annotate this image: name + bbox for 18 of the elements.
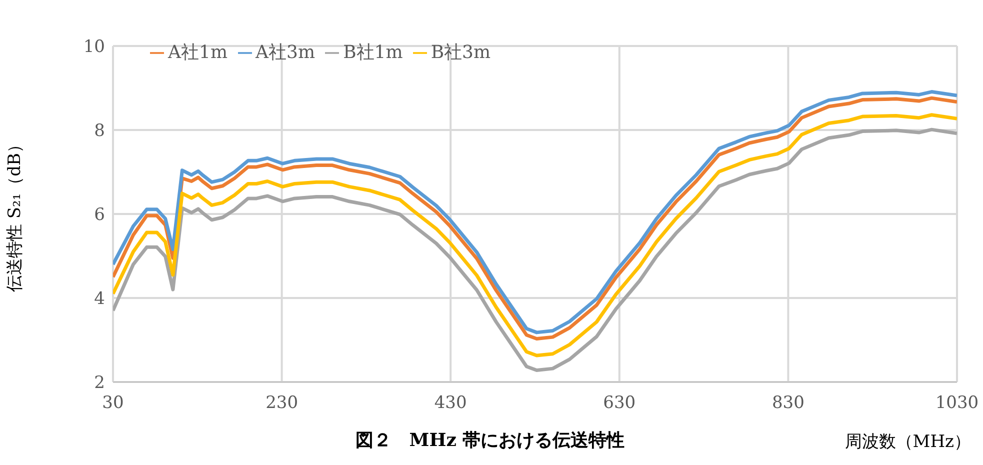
legend-label: B社3m <box>430 42 491 63</box>
legend-label: B社1m <box>343 42 403 63</box>
x-tick-label: 230 <box>266 393 298 414</box>
legend-label: A社3m <box>256 42 316 63</box>
legend-label: A社1m <box>168 42 228 63</box>
text: 図２ MHz 帯における伝送特性 <box>354 429 626 452</box>
y-tick-label: 6 <box>94 205 105 226</box>
x-tick-label: 830 <box>772 393 804 414</box>
y-tick-label: 2 <box>94 373 105 394</box>
y-tick-label: 10 <box>83 37 105 58</box>
y-tick-label: 4 <box>94 289 105 310</box>
x-axis-title: 周波数（MHz） <box>844 431 971 453</box>
x-tick-label: 30 <box>102 393 124 414</box>
x-tick-label: 630 <box>603 393 636 414</box>
x-tick-label: 430 <box>434 393 467 414</box>
y-tick-label: 8 <box>94 121 105 142</box>
x-tick-label: 1030 <box>935 393 979 414</box>
y-axis-title: 伝送特性 S₂₁（dB） <box>5 136 26 292</box>
